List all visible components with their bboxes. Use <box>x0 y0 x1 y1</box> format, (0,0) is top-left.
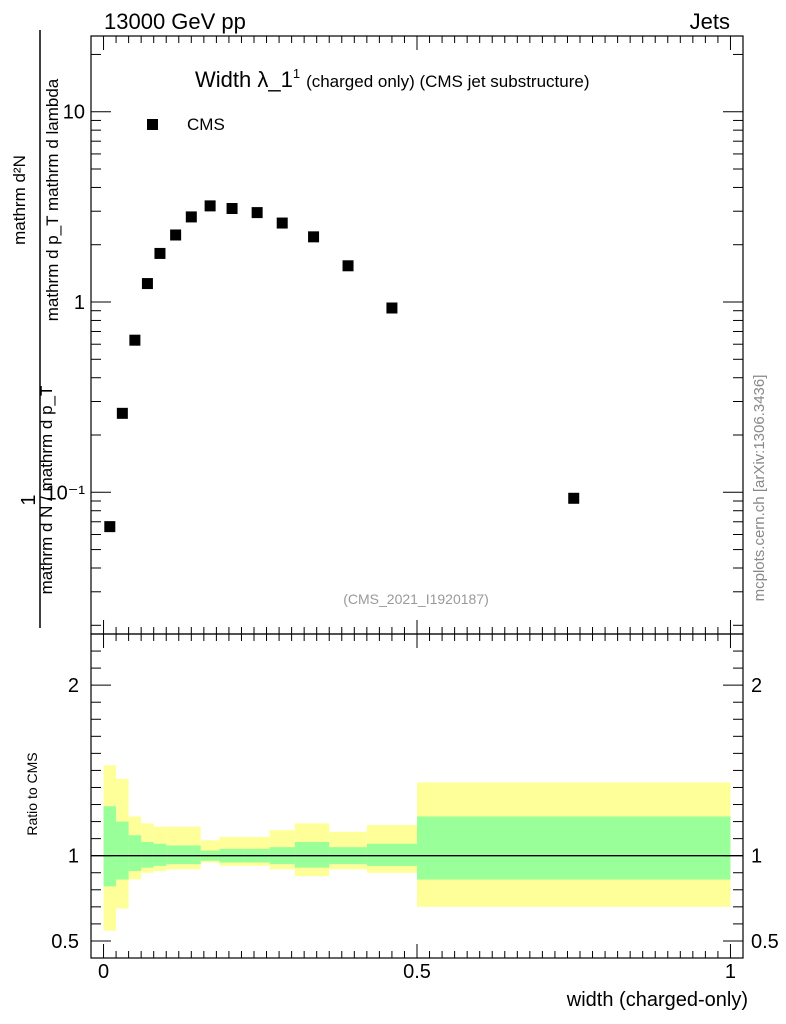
data-point-cms <box>204 200 216 212</box>
ratio-band-inner <box>153 843 167 866</box>
ratio-y-tick-label-left: 2 <box>68 675 79 697</box>
data-point-cms <box>308 231 320 243</box>
ratio-band-inner <box>128 835 142 872</box>
ratio-xlabel: width (charged-only) <box>566 989 748 1011</box>
data-point-cms <box>154 247 166 259</box>
plot-title-rest: (charged only) (CMS jet substructure) <box>306 72 589 91</box>
data-point-cms <box>226 203 238 215</box>
ratio-band-inner <box>141 842 154 868</box>
ylabel-numerator: mathrm d²N <box>10 155 29 245</box>
data-point-cms <box>386 302 398 314</box>
data-point-cms <box>185 211 197 223</box>
ratio-band-inner <box>116 821 129 880</box>
plot-title-main: Width λ_1 <box>195 67 293 92</box>
ratio-x-tick-label: 1 <box>725 961 736 983</box>
source-label: (CMS_2021_I1920187) <box>343 591 489 607</box>
ratio-bands <box>103 765 731 931</box>
ratio-band-inner <box>366 843 417 866</box>
legend-label: CMS <box>187 115 225 134</box>
ratio-y-tick-label-right: 1 <box>751 846 762 868</box>
data-point-cms <box>251 207 263 219</box>
energy-label: 13000 GeV pp <box>104 9 246 34</box>
data-point-cms <box>568 492 580 504</box>
legend-marker <box>147 119 158 130</box>
ratio-y-tick-label-right: 2 <box>751 675 762 697</box>
side-credit: mcplots.cern.ch [arXiv:1306.3436] <box>751 375 768 602</box>
process-label: Jets <box>690 9 730 34</box>
data-point-cms <box>342 260 354 272</box>
ylabel-prefix-den: mathrm d N / mathrm d p_T <box>37 386 56 595</box>
data-point-cms <box>276 217 288 229</box>
main-y-tick-label: 10⁻¹ <box>46 482 86 504</box>
main-y-tick-label: 1 <box>74 292 85 314</box>
ratio-band-inner <box>166 845 201 865</box>
ratio-y-tick-label-left: 1 <box>68 846 79 868</box>
data-point-cms <box>116 407 128 419</box>
ratio-ylabel: Ratio to CMS <box>24 752 40 835</box>
ratio-band-inner <box>417 816 731 880</box>
main-ylabel: 1 mathrm d N / mathrm d p_T mathrm d²N m… <box>10 30 62 628</box>
ratio-x-tick-label: 0.5 <box>403 961 431 983</box>
main-y-tick-label: 10 <box>63 102 85 124</box>
plot-title: Width λ_11 (charged only) (CMS jet substr… <box>195 66 590 92</box>
main-y-ticks: 10 1 10⁻¹ <box>46 36 743 634</box>
ylabel-prefix-num: 1 <box>18 494 40 505</box>
ratio-y-tick-label-left: 0.5 <box>51 931 79 953</box>
ratio-y-tick-label-right: 0.5 <box>751 931 779 953</box>
ratio-band-inner <box>294 842 330 868</box>
main-data-points <box>104 200 580 533</box>
ratio-band-inner <box>103 806 117 887</box>
data-point-cms <box>104 521 116 533</box>
data-point-cms <box>129 334 141 346</box>
plot-title-sup: 1 <box>293 66 300 81</box>
ratio-ticks: 2 2 1 1 0.5 0.5 0 0.5 1 <box>51 634 779 983</box>
ylabel-denominator: mathrm d p_T mathrm d lambda <box>43 78 62 321</box>
ratio-x-tick-label: 0 <box>98 961 109 983</box>
data-point-cms <box>170 229 182 241</box>
data-point-cms <box>141 278 153 290</box>
